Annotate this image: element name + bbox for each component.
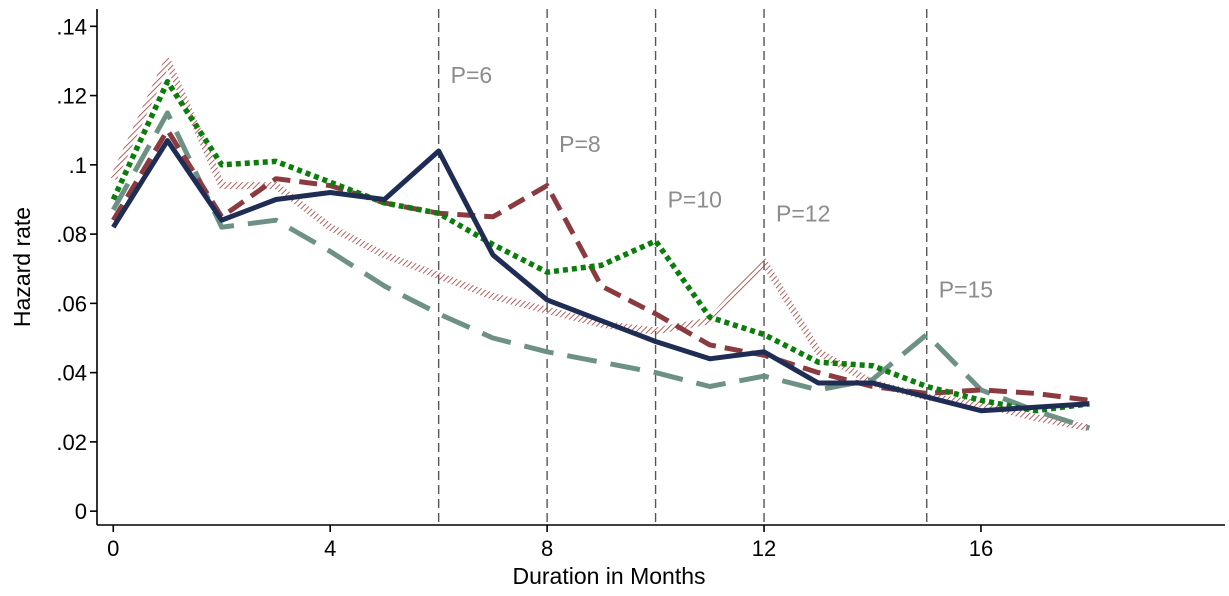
x-tick-label: 12 xyxy=(752,536,776,561)
series-line-solid xyxy=(111,138,1090,414)
reference-lines: P=6 P=8 P=10 P=12 P=15 xyxy=(437,9,993,525)
series-line-hatched xyxy=(110,57,1091,432)
series-layer xyxy=(110,57,1091,432)
reference-line-label: P=10 xyxy=(668,186,722,212)
y-axis-title: Hazard rate xyxy=(9,207,35,327)
y-tick-label: .08 xyxy=(56,222,87,247)
series-line-dash xyxy=(111,127,1090,403)
y-tick-label: 0 xyxy=(75,499,87,524)
x-axis-title: Duration in Months xyxy=(512,563,705,589)
y-tick-label: .06 xyxy=(56,291,87,316)
x-tick-label: 8 xyxy=(541,536,553,561)
reference-line-label: P=8 xyxy=(559,131,601,157)
axes-layer xyxy=(96,9,1225,526)
reference-line-label: P=15 xyxy=(939,277,993,303)
y-tick-label: .02 xyxy=(56,430,87,455)
x-tick-label: 0 xyxy=(107,536,119,561)
y-tick-label: .14 xyxy=(56,14,87,39)
x-tick-label: 16 xyxy=(969,536,993,561)
reference-line-label: P=12 xyxy=(776,200,830,226)
y-axis-ticks: 0 .02 .04 .06 .08 .1 .12 .14 xyxy=(56,14,97,524)
y-tick-label: .1 xyxy=(69,153,87,178)
x-axis-ticks: 0 4 8 12 16 xyxy=(107,525,993,561)
x-tick-label: 4 xyxy=(324,536,336,561)
y-tick-label: .12 xyxy=(56,84,87,109)
y-tick-label: .04 xyxy=(56,361,87,386)
series-line-dot xyxy=(110,78,1090,414)
reference-line-label: P=6 xyxy=(451,62,493,88)
series-line-longdash xyxy=(111,110,1091,431)
